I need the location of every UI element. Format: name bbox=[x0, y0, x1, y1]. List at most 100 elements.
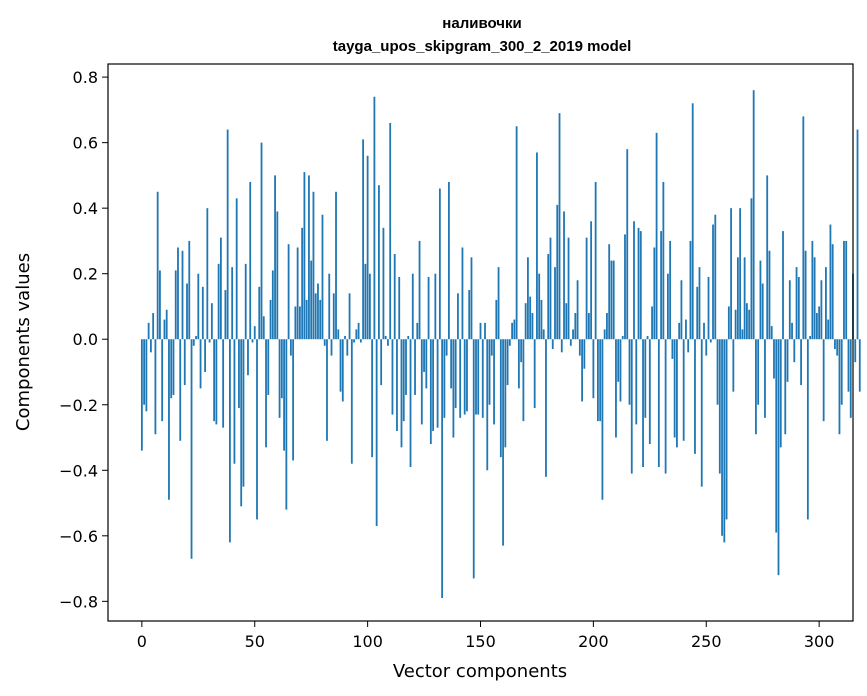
bar-317 bbox=[856, 129, 859, 340]
bar-99 bbox=[364, 263, 367, 340]
bar-202 bbox=[596, 339, 599, 422]
bar-152 bbox=[484, 322, 486, 340]
bar-54 bbox=[262, 316, 265, 340]
bar-57 bbox=[269, 299, 272, 340]
bar-105 bbox=[378, 185, 380, 340]
bar-165 bbox=[513, 319, 516, 340]
bar-253 bbox=[712, 224, 714, 340]
bar-33 bbox=[215, 339, 218, 425]
bar-280 bbox=[773, 339, 775, 379]
plot-frame bbox=[107, 63, 854, 622]
x-tick-label: 150 bbox=[465, 632, 496, 651]
bar-145 bbox=[468, 290, 471, 340]
bar-310 bbox=[840, 339, 843, 405]
bar-298 bbox=[813, 257, 816, 340]
bar-282 bbox=[777, 339, 780, 576]
bar-22 bbox=[190, 339, 193, 559]
bar-98 bbox=[362, 139, 365, 340]
bar-61 bbox=[278, 339, 281, 418]
bar-43 bbox=[238, 339, 240, 409]
bar-20 bbox=[186, 283, 188, 340]
bar-255 bbox=[716, 339, 719, 405]
y-tick-label: 0.8 bbox=[73, 68, 98, 87]
bar-213 bbox=[621, 335, 624, 340]
bar-166 bbox=[515, 126, 518, 340]
y-tick-label: 0.0 bbox=[73, 330, 98, 349]
bar-235 bbox=[671, 339, 674, 359]
bar-88 bbox=[339, 339, 342, 392]
bar-71 bbox=[301, 227, 304, 340]
bar-127 bbox=[427, 276, 430, 340]
bar-3 bbox=[147, 322, 150, 340]
bar-69 bbox=[296, 247, 299, 340]
bar-141 bbox=[459, 339, 462, 418]
bar-58 bbox=[271, 270, 274, 340]
bar-112 bbox=[393, 254, 396, 340]
bar-108 bbox=[384, 335, 387, 340]
y-tick-label: −0.8 bbox=[59, 592, 98, 611]
bar-92 bbox=[348, 293, 351, 340]
bar-124 bbox=[420, 339, 423, 425]
y-tick-label: 0.4 bbox=[73, 199, 98, 218]
y-tick-label: 0.6 bbox=[73, 134, 98, 153]
bar-44 bbox=[240, 339, 243, 507]
bar-123 bbox=[418, 240, 421, 340]
bar-196 bbox=[583, 339, 586, 369]
bar-275 bbox=[761, 283, 764, 340]
bar-249 bbox=[703, 322, 705, 340]
bar-90 bbox=[344, 335, 346, 340]
bar-48 bbox=[249, 181, 252, 340]
bar-264 bbox=[736, 257, 739, 340]
bar-184 bbox=[556, 204, 559, 340]
bar-210 bbox=[615, 339, 617, 438]
bar-23 bbox=[192, 339, 195, 346]
bar-37 bbox=[224, 290, 227, 340]
bar-67 bbox=[292, 339, 295, 461]
bar-172 bbox=[529, 296, 532, 340]
bar-180 bbox=[547, 254, 550, 340]
bar-158 bbox=[497, 267, 500, 340]
bar-207 bbox=[608, 244, 611, 340]
bar-156 bbox=[493, 339, 495, 425]
bar-248 bbox=[700, 339, 703, 487]
bar-151 bbox=[481, 339, 484, 418]
bar-284 bbox=[782, 231, 784, 340]
bar-148 bbox=[475, 339, 477, 415]
bar-273 bbox=[757, 339, 760, 405]
bar-240 bbox=[682, 339, 685, 441]
bar-55 bbox=[265, 339, 267, 448]
bar-86 bbox=[335, 191, 337, 340]
bar-134 bbox=[443, 339, 446, 418]
bar-137 bbox=[450, 339, 453, 389]
bar-271 bbox=[752, 90, 755, 340]
bar-204 bbox=[601, 339, 604, 500]
bar-135 bbox=[445, 339, 448, 356]
bar-299 bbox=[815, 313, 818, 340]
bar-16 bbox=[177, 247, 179, 340]
bar-59 bbox=[274, 175, 276, 340]
bar-52 bbox=[258, 286, 261, 340]
x-axis-label: Vector components bbox=[393, 661, 567, 682]
bar-198 bbox=[587, 313, 590, 340]
bar-1 bbox=[143, 339, 146, 405]
bar-269 bbox=[748, 309, 751, 340]
bar-126 bbox=[425, 339, 428, 389]
bar-155 bbox=[490, 339, 493, 356]
bar-68 bbox=[294, 306, 297, 340]
bar-142 bbox=[461, 247, 464, 340]
bar-241 bbox=[685, 319, 687, 340]
bar-195 bbox=[581, 339, 583, 402]
bar-2 bbox=[145, 339, 148, 412]
bar-260 bbox=[727, 306, 730, 340]
bar-225 bbox=[648, 339, 651, 445]
bar-176 bbox=[538, 273, 541, 340]
bar-74 bbox=[308, 175, 310, 340]
bar-136 bbox=[447, 181, 450, 340]
bar-106 bbox=[380, 339, 383, 386]
bar-101 bbox=[368, 273, 371, 340]
bar-239 bbox=[680, 280, 683, 340]
bar-228 bbox=[655, 132, 658, 340]
bar-257 bbox=[721, 339, 723, 536]
bar-84 bbox=[330, 339, 333, 356]
bar-234 bbox=[669, 240, 672, 340]
